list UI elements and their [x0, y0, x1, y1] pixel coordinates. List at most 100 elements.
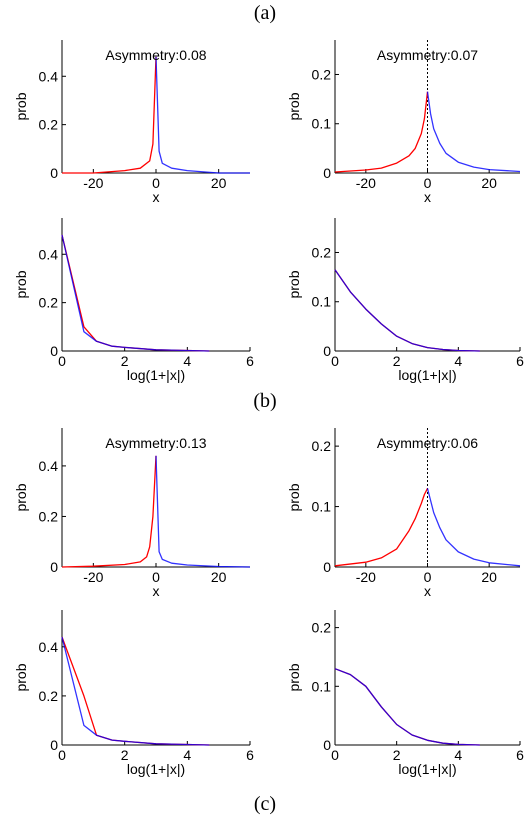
y-tick-label: 0 — [323, 559, 331, 575]
series-line-2 — [155, 56, 250, 174]
x-axis-label: log(1+|x|) — [398, 367, 456, 383]
x-tick-label: 2 — [121, 353, 129, 369]
y-tick-label: 0 — [50, 343, 58, 359]
x-tick-label: 6 — [516, 747, 524, 763]
y-tick-label: 0 — [323, 737, 331, 753]
x-axis-label: log(1+|x|) — [127, 367, 185, 383]
x-tick-label: 4 — [454, 747, 462, 763]
series-line-2 — [155, 455, 251, 568]
series-line-1 — [334, 488, 429, 567]
y-axis-label: prob — [286, 483, 302, 511]
x-tick-label: 0 — [152, 175, 160, 191]
x-tick-label: 0 — [331, 747, 339, 763]
y-tick-label: 0.2 — [312, 620, 332, 636]
panel-label-a: (a) — [254, 2, 276, 24]
series-line-2 — [426, 91, 521, 173]
chart-3: 0 2 4 6 0 0.2 0.4 log(1+|x|) prob — [13, 218, 254, 383]
x-tick-label: 4 — [454, 353, 462, 369]
series-line-1 — [61, 234, 210, 352]
chart-1: -20 0 20 0 0.2 0.4 x prob Asymmetry:0.08 — [13, 40, 250, 205]
x-tick-label: -20 — [83, 569, 103, 585]
asymmetry-annotation: Asymmetry:0.07 — [377, 47, 478, 63]
x-tick-label: 0 — [331, 353, 339, 369]
y-tick-label: 0.2 — [39, 508, 59, 524]
x-tick-label: 2 — [393, 747, 401, 763]
x-axis-label: x — [424, 189, 431, 205]
x-tick-label: 0 — [58, 747, 66, 763]
y-axis-label: prob — [13, 92, 29, 120]
series-line-1 — [334, 269, 480, 352]
x-tick-label: 20 — [481, 175, 497, 191]
x-axis-label: x — [424, 583, 431, 599]
x-tick-label: 20 — [481, 569, 497, 585]
y-tick-label: 0 — [323, 165, 331, 181]
y-tick-label: 0.1 — [312, 116, 332, 132]
series-line-2 — [61, 234, 210, 352]
y-axis-label: prob — [286, 663, 302, 691]
x-axis-label: x — [153, 583, 160, 599]
x-tick-label: 4 — [183, 747, 191, 763]
y-tick-label: 0.4 — [39, 246, 59, 262]
x-axis-label: log(1+|x|) — [398, 761, 456, 777]
y-tick-label: 0 — [50, 559, 58, 575]
series-line-2 — [61, 636, 210, 746]
asymmetry-annotation: Asymmetry:0.08 — [105, 47, 206, 63]
y-tick-label: 0 — [323, 343, 331, 359]
series-line-1 — [61, 455, 157, 568]
y-tick-label: 0.2 — [312, 438, 332, 454]
y-axis-label: prob — [286, 92, 302, 120]
x-tick-label: -20 — [356, 175, 376, 191]
y-tick-label: 0.2 — [312, 244, 332, 260]
x-tick-label: 2 — [121, 747, 129, 763]
y-axis-label: prob — [13, 483, 29, 511]
x-tick-label: 4 — [183, 353, 191, 369]
series-line-2 — [334, 269, 480, 352]
x-tick-label: 0 — [424, 175, 432, 191]
y-axis-label: prob — [286, 270, 302, 298]
x-tick-label: 0 — [152, 569, 160, 585]
chart-7: 0 2 4 6 0 0.2 0.4 log(1+|x|) prob — [13, 610, 254, 777]
x-axis-label: log(1+|x|) — [127, 761, 185, 777]
x-tick-label: -20 — [356, 569, 376, 585]
chart-8: 0 2 4 6 0 0.1 0.2 log(1+|x|) prob — [286, 610, 524, 777]
series-line-1 — [334, 91, 429, 173]
chart-6: -20 0 20 0 0.1 0.2 x prob Asymmetry:0.06 — [286, 428, 521, 599]
y-axis-label: prob — [13, 270, 29, 298]
series-line-2 — [426, 488, 521, 567]
y-tick-label: 0.1 — [312, 678, 332, 694]
series-line-1 — [62, 56, 157, 174]
y-tick-label: 0.2 — [312, 66, 332, 82]
x-tick-label: 2 — [393, 353, 401, 369]
asymmetry-annotation: Asymmetry:0.13 — [105, 435, 206, 451]
y-tick-label: 0 — [50, 165, 58, 181]
y-tick-label: 0 — [50, 737, 58, 753]
chart-2: -20 0 20 0 0.1 0.2 x prob Asymmetry:0.07 — [286, 40, 521, 205]
y-tick-label: 0.1 — [312, 294, 332, 310]
x-tick-label: -20 — [83, 175, 103, 191]
x-tick-label: 20 — [211, 569, 227, 585]
x-axis-label: x — [153, 189, 160, 205]
y-tick-label: 0.2 — [39, 117, 59, 133]
x-tick-label: 6 — [246, 353, 254, 369]
y-tick-label: 0.2 — [39, 295, 59, 311]
x-tick-label: 0 — [58, 353, 66, 369]
y-tick-label: 0.4 — [39, 639, 59, 655]
series-line-2 — [334, 668, 480, 746]
y-axis-label: prob — [13, 663, 29, 691]
chart-5: -20 0 20 0 0.2 0.4 x prob Asymmetry:0.13 — [13, 428, 251, 599]
y-tick-label: 0.4 — [39, 458, 59, 474]
y-tick-label: 0.4 — [39, 68, 59, 84]
panel-label-b: (b) — [253, 390, 276, 412]
y-tick-label: 0.2 — [39, 688, 59, 704]
x-tick-label: 6 — [246, 747, 254, 763]
y-tick-label: 0.1 — [312, 499, 332, 515]
x-tick-label: 6 — [516, 353, 524, 369]
asymmetry-annotation: Asymmetry:0.06 — [377, 435, 478, 451]
x-tick-label: 20 — [211, 175, 227, 191]
series-line-1 — [61, 636, 210, 746]
x-tick-label: 0 — [424, 569, 432, 585]
chart-4: 0 2 4 6 0 0.1 0.2 log(1+|x|) prob — [286, 218, 524, 383]
panel-label-c: (c) — [254, 793, 276, 815]
